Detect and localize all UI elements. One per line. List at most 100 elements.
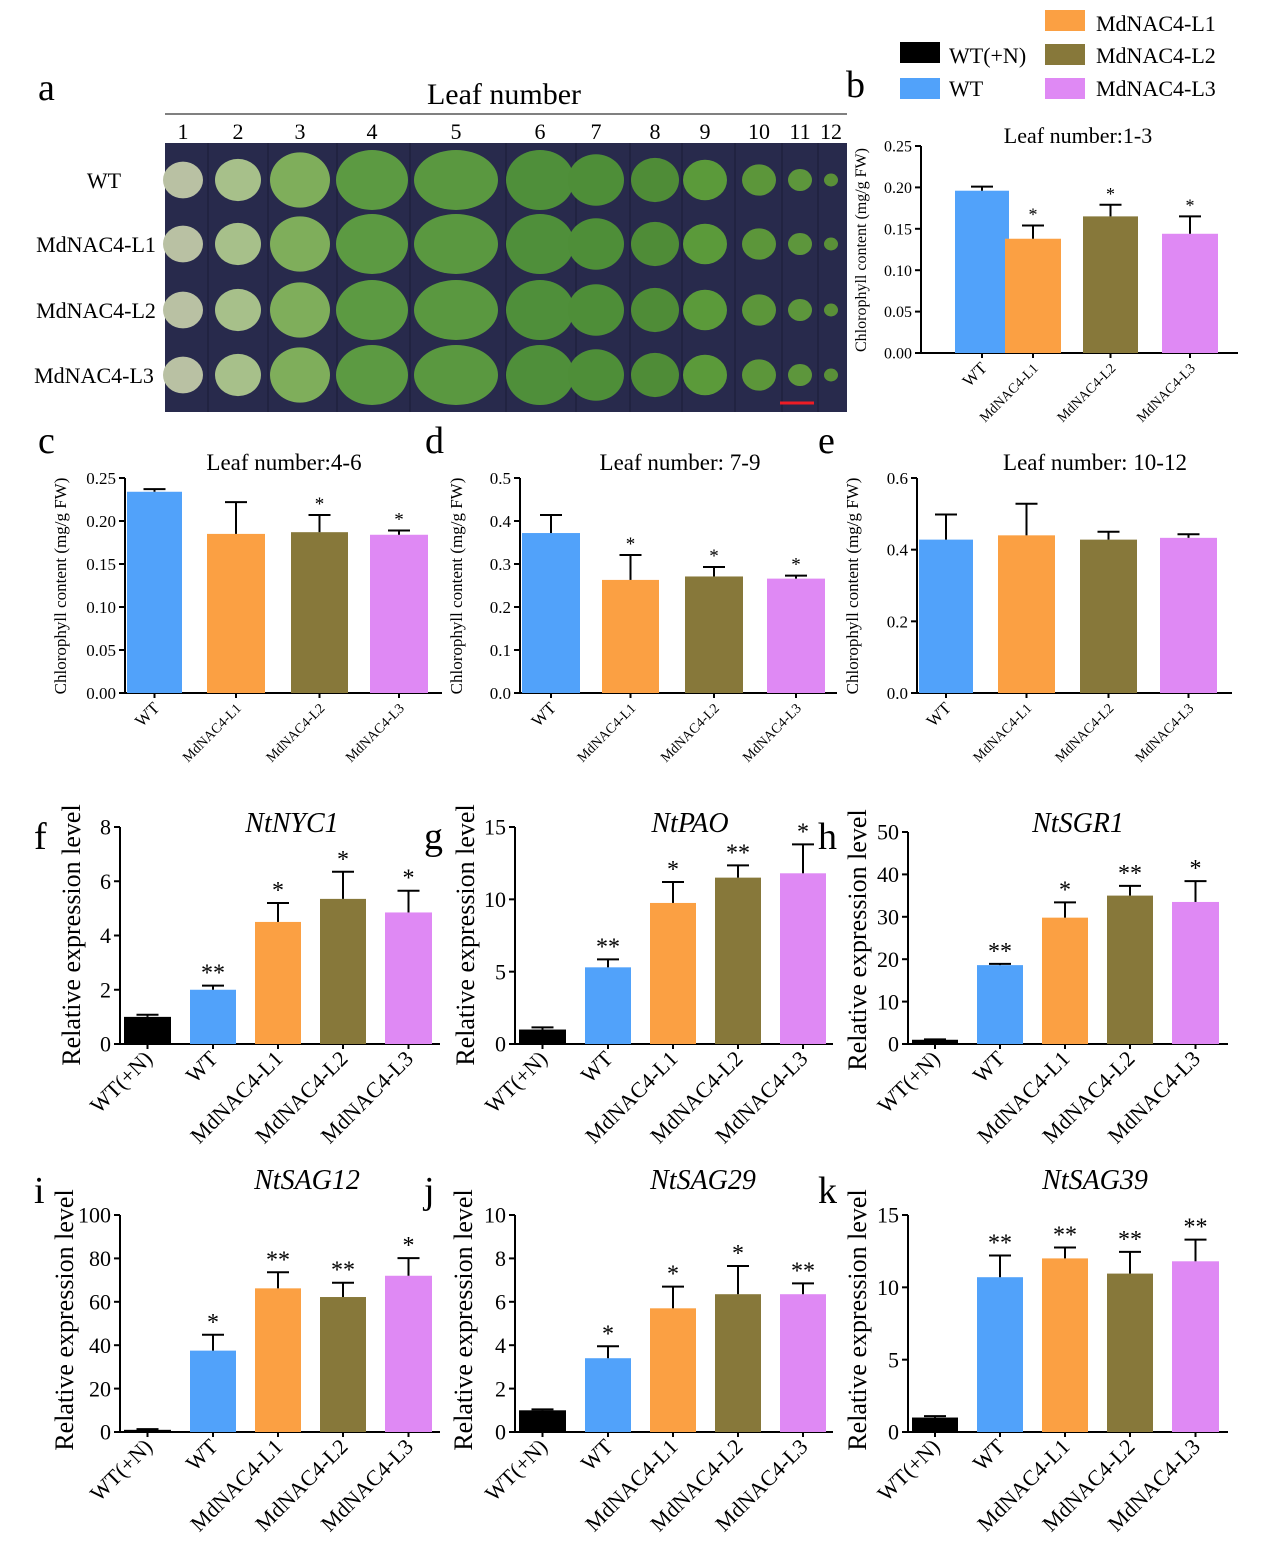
- chart-panel-d: d Leaf number: 7-9 Chlorophyll content (mg…: [425, 420, 837, 766]
- x-tick-label: WT: [576, 1433, 618, 1475]
- row-label: MdNAC4-L1: [36, 232, 156, 257]
- y-tick-label: 0: [888, 1420, 899, 1445]
- chart-title: Leaf number:4-6: [206, 450, 361, 475]
- panel-label-a: a: [38, 67, 55, 109]
- x-tick-label: MdNAC4-L1: [180, 701, 245, 766]
- leaf: [788, 232, 812, 256]
- bar: [320, 1297, 366, 1432]
- chart-panel-j: j NtSAG29 Relative expression level 0 2 4 6 8 10…: [422, 1165, 833, 1536]
- bar: [912, 1039, 958, 1044]
- y-tick-label: 10: [484, 1203, 506, 1228]
- bar: [1107, 895, 1153, 1044]
- bar: [585, 967, 631, 1044]
- bar: [124, 1429, 171, 1432]
- bar: [320, 898, 366, 1044]
- significance-marker: **: [726, 840, 750, 866]
- panel-label: b: [846, 64, 865, 106]
- leaf: [506, 345, 574, 405]
- leaf: [631, 221, 679, 267]
- bar: [977, 965, 1023, 1044]
- legend-swatch: [900, 42, 940, 63]
- bar: [255, 921, 301, 1044]
- y-tick-label: 5: [888, 1347, 899, 1372]
- significance-marker: *: [1106, 184, 1115, 204]
- x-tick-label: WT(+N): [872, 1434, 944, 1506]
- chart-title: Leaf number: 7-9: [600, 450, 761, 475]
- bar: [124, 1016, 171, 1044]
- bar: [190, 1350, 236, 1432]
- leaf-number-label: 9: [700, 119, 711, 144]
- y-tick-label: 0.4: [887, 541, 909, 560]
- panel-label: h: [818, 816, 837, 858]
- leaf: [742, 294, 776, 326]
- bar: [1005, 238, 1061, 353]
- significance-marker: *: [667, 1262, 679, 1288]
- x-tick-label: WT: [181, 1433, 223, 1475]
- x-tick-label: WT: [968, 1433, 1010, 1475]
- leaf: [631, 352, 679, 398]
- legend-label: WT(+N): [949, 43, 1026, 68]
- row-label: MdNAC4-L3: [34, 363, 154, 388]
- leaf: [568, 284, 624, 336]
- y-tick-label: 20: [877, 947, 899, 972]
- bar: [127, 491, 182, 693]
- leaf: [568, 154, 624, 206]
- leaf: [163, 225, 203, 263]
- leaf: [824, 237, 838, 251]
- panel-label: i: [34, 1170, 45, 1212]
- y-tick-label: 8: [495, 1246, 506, 1271]
- x-tick-label: WT(+N): [872, 1046, 944, 1118]
- bar: [519, 1410, 566, 1432]
- y-tick-label: 15: [877, 1203, 899, 1228]
- x-tick-label: WT(+N): [85, 1434, 157, 1506]
- legend-label: MdNAC4-L1: [1096, 11, 1216, 36]
- y-tick-label: 10: [484, 887, 506, 912]
- bar: [291, 532, 348, 693]
- panel-label: e: [818, 420, 835, 462]
- x-tick-label: WT: [968, 1045, 1010, 1087]
- y-tick-label: 6: [100, 869, 111, 894]
- x-tick-label: WT(+N): [85, 1046, 157, 1118]
- bar: [1042, 917, 1088, 1044]
- x-tick-label: WT: [923, 698, 956, 731]
- y-axis-label: Chlorophyll content (mg/g FW): [51, 478, 70, 695]
- significance-marker: *: [602, 1321, 614, 1347]
- significance-marker: **: [331, 1258, 355, 1284]
- chart-panel-b: b Leaf number:1-3 Chlorophyll content (mg/…: [846, 64, 1238, 426]
- y-tick-label: 0.15: [884, 221, 912, 238]
- y-tick-label: 30: [877, 905, 899, 930]
- y-tick-label: 15: [484, 815, 506, 840]
- leaf-number-label: 11: [789, 119, 810, 144]
- panel-label: c: [38, 420, 55, 462]
- x-tick-label: MdNAC4-L2: [658, 701, 723, 766]
- y-tick-label: 10: [877, 1275, 899, 1300]
- chart-title: NtSGR1: [1031, 808, 1124, 839]
- x-tick-label: WT: [181, 1045, 223, 1087]
- leaf: [215, 288, 261, 332]
- chart-title: Leaf number:1-3: [1004, 123, 1152, 148]
- bar: [190, 989, 236, 1044]
- bar: [522, 533, 580, 693]
- bar: [1172, 901, 1219, 1044]
- y-tick-label: 4: [100, 923, 111, 948]
- leaf-number-label: 6: [535, 119, 546, 144]
- y-tick-label: 0.0: [887, 684, 908, 703]
- bar: [1160, 537, 1217, 693]
- significance-marker: *: [403, 1233, 415, 1259]
- leaf: [215, 158, 261, 202]
- leaf-number-label: 4: [367, 119, 378, 144]
- x-tick-label: WT: [576, 1045, 618, 1087]
- bar: [780, 873, 826, 1044]
- leaf: [683, 354, 727, 396]
- leaf: [336, 214, 408, 274]
- leaf-number-label: 10: [748, 119, 770, 144]
- leaf: [788, 298, 812, 322]
- leaf: [215, 222, 261, 266]
- significance-marker: *: [207, 1310, 219, 1336]
- chart-panel-c: c Leaf number:4-6 Chlorophyll content (mg/…: [38, 420, 442, 766]
- leaf: [506, 214, 574, 274]
- x-tick-label: MdNAC4-L2: [264, 701, 329, 766]
- significance-marker: **: [1118, 861, 1142, 887]
- y-tick-label: 0.0: [490, 684, 511, 703]
- bar: [998, 535, 1055, 693]
